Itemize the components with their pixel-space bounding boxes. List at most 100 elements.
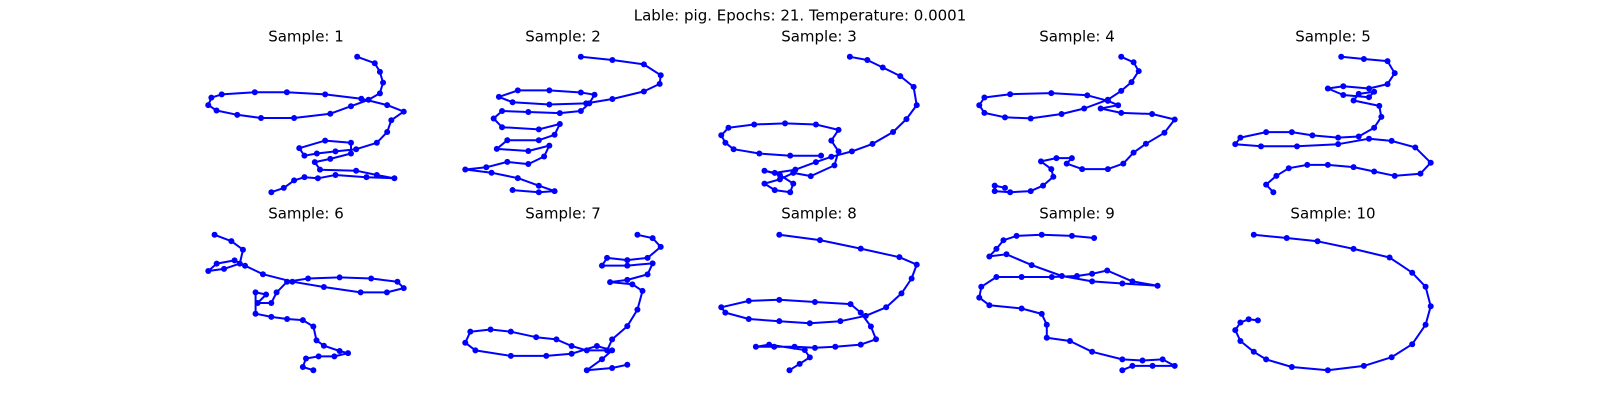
sample-point: [978, 283, 985, 290]
sample-line: [1234, 55, 1432, 193]
sample-point: [514, 87, 521, 94]
sample-point: [986, 302, 993, 309]
subplot-title: Sample: 10: [1290, 205, 1375, 223]
sample-point: [771, 169, 778, 176]
sample-point: [1270, 189, 1277, 196]
sample-point: [1018, 274, 1025, 281]
sample-point: [1324, 161, 1331, 168]
sample-line: [1234, 233, 1432, 372]
sample-point: [357, 289, 364, 296]
sample-point: [776, 172, 783, 179]
sample-point: [373, 172, 380, 179]
sample-point: [857, 245, 864, 252]
sample-line: [464, 233, 662, 372]
sample-point: [347, 139, 354, 146]
sample-point: [1089, 278, 1096, 285]
sample-point: [1139, 357, 1146, 364]
sample-point: [546, 101, 553, 108]
sample-point: [327, 155, 334, 162]
sample-point: [1263, 181, 1270, 188]
sample-point: [354, 53, 361, 60]
sample-point: [499, 124, 506, 131]
sample-point: [314, 175, 321, 182]
sample-point: [847, 301, 854, 308]
sample-point: [284, 316, 291, 323]
sample-point: [1119, 356, 1126, 363]
sample-point: [509, 99, 516, 106]
sample-point: [358, 95, 365, 102]
sample-point: [535, 126, 542, 133]
sample-point: [231, 257, 238, 264]
sample-point: [313, 150, 320, 157]
sample-point: [634, 306, 641, 313]
subplot: [718, 53, 920, 196]
sample-point: [553, 336, 560, 343]
sample-point: [1058, 111, 1065, 118]
sample-point: [718, 132, 725, 139]
sample-point: [976, 102, 983, 109]
sample-point: [525, 109, 532, 116]
sample-point: [273, 289, 280, 296]
sample-point: [776, 318, 783, 325]
sample-point: [656, 80, 663, 87]
sample-point: [1376, 102, 1383, 109]
sample-point: [846, 53, 853, 60]
sample-point: [609, 96, 616, 103]
subplot: [205, 53, 407, 196]
sample-point: [291, 115, 298, 122]
sample-point: [629, 281, 636, 288]
sample-point: [1422, 283, 1429, 290]
sample-point: [254, 300, 261, 307]
sample-point: [609, 347, 616, 354]
sample-point: [487, 326, 494, 333]
sample-point: [1037, 158, 1044, 165]
sample-point: [1293, 143, 1300, 150]
sample-point: [837, 318, 844, 325]
sample-point: [280, 184, 287, 191]
sample-point: [263, 291, 270, 298]
sample-point: [296, 145, 303, 152]
sample-point: [867, 323, 874, 330]
sample-point: [205, 102, 212, 109]
sample-point: [1018, 305, 1025, 312]
sample-point: [1304, 161, 1311, 168]
sample-point: [305, 275, 312, 282]
sample-point: [310, 367, 317, 374]
sample-point: [541, 153, 548, 160]
sample-point: [301, 152, 308, 159]
sample-point: [490, 115, 497, 122]
sample-point: [467, 328, 474, 335]
sample-point: [533, 334, 540, 341]
sample-point: [586, 100, 593, 107]
sample-point: [507, 352, 514, 359]
sample-point: [268, 300, 275, 307]
sample-point: [756, 150, 763, 157]
sample-point: [371, 60, 378, 67]
sample-point: [1043, 321, 1050, 328]
sample-point: [336, 348, 343, 355]
sample-point: [1355, 133, 1362, 140]
sample-point: [383, 289, 390, 296]
sample-point: [1335, 141, 1342, 148]
sample-point: [551, 188, 558, 195]
sample-point: [1409, 341, 1416, 348]
sample-point: [299, 317, 306, 324]
sample-point: [289, 278, 296, 285]
sample-point: [1068, 232, 1075, 239]
sample-point: [577, 53, 584, 60]
sample-point: [1007, 189, 1014, 196]
sample-point: [722, 309, 729, 316]
sample-point: [1154, 282, 1161, 289]
sample-point: [864, 56, 871, 63]
sample-point: [1128, 79, 1135, 86]
sample-point: [252, 289, 259, 296]
subplot-title: Sample: 3: [781, 28, 857, 46]
sample-point: [725, 124, 732, 131]
sample-point: [1028, 262, 1035, 269]
sample-point: [514, 175, 521, 182]
sample-point: [322, 91, 329, 98]
sample-point: [239, 246, 246, 253]
sample-point: [242, 262, 249, 269]
sample-point: [376, 68, 383, 75]
sample-point: [365, 96, 372, 103]
